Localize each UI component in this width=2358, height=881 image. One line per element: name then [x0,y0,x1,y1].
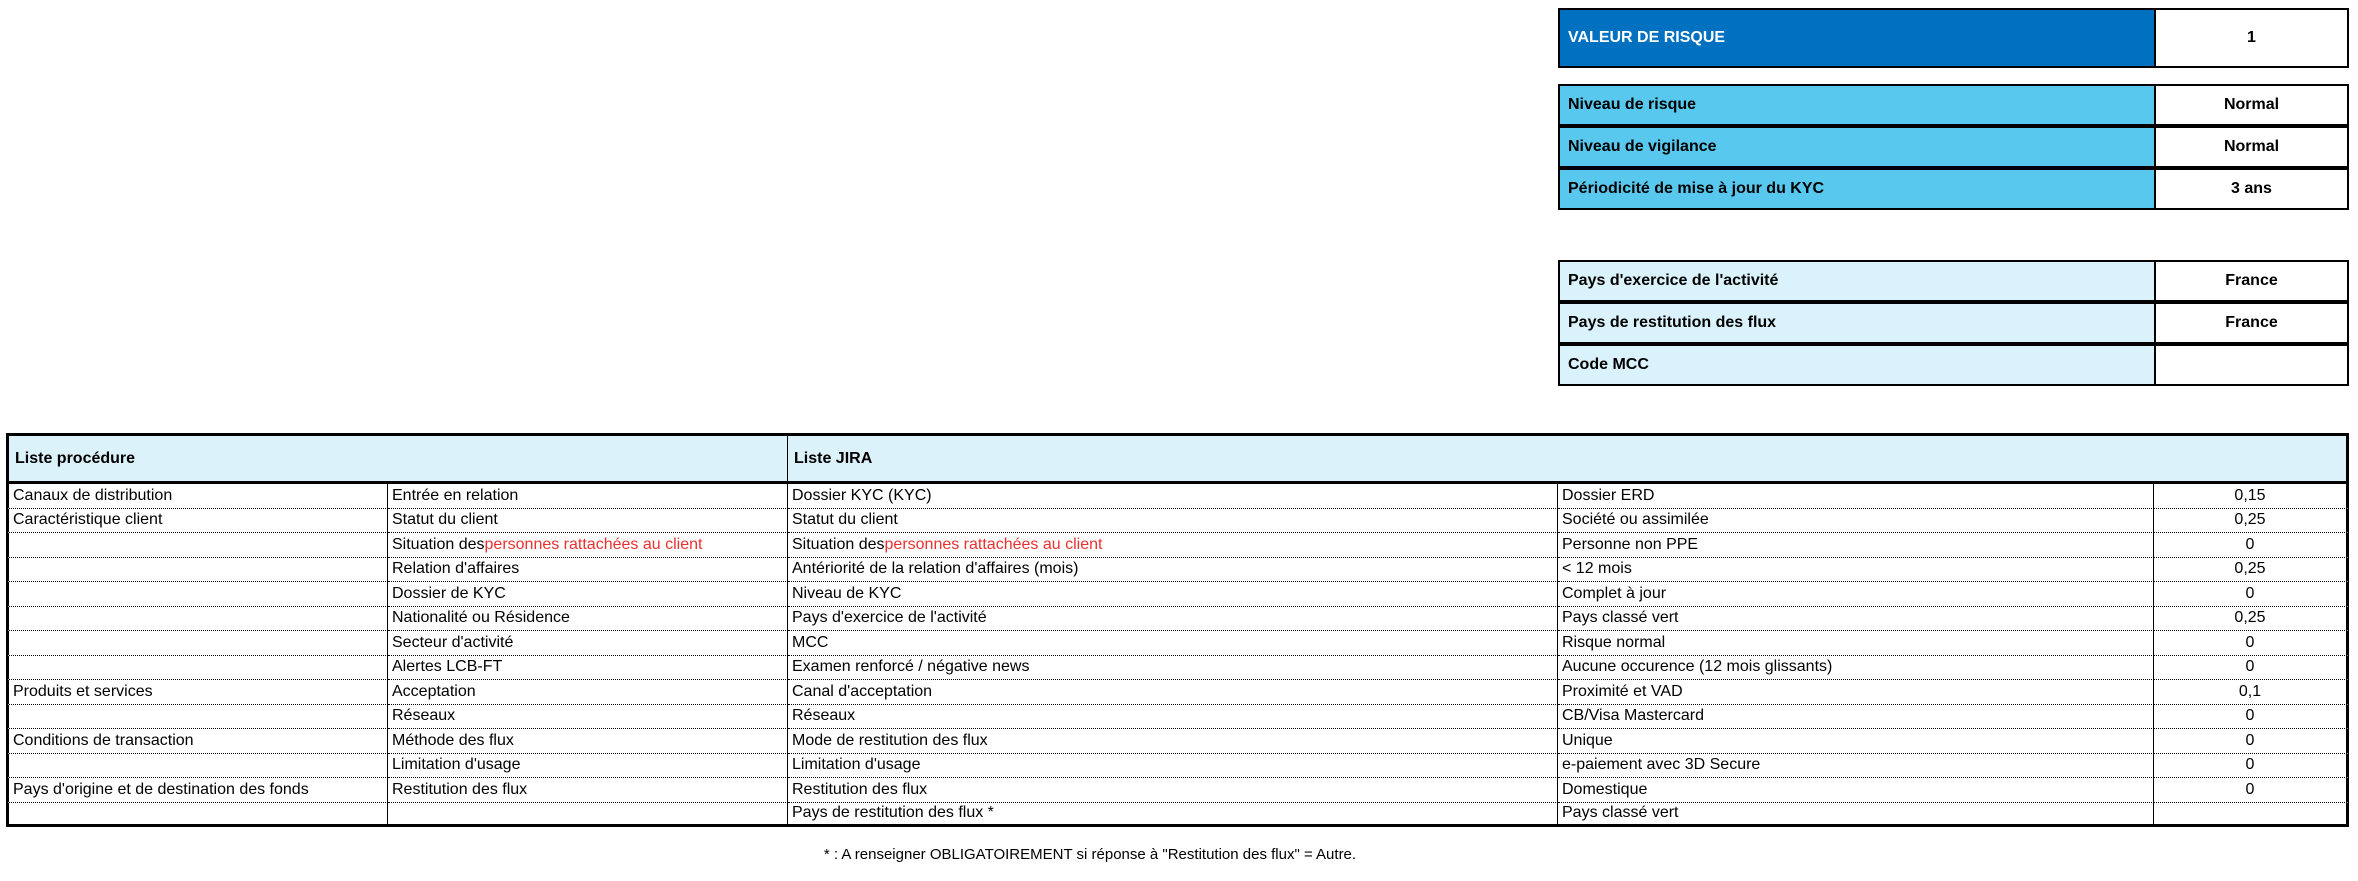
table-cell: CB/Visa Mastercard [1558,704,2154,729]
summary-value: Normal [2154,126,2349,168]
table-cell: Pays d'origine et de destination des fon… [6,778,388,803]
table-cell: Relation d'affaires [388,557,788,582]
table-cell: Proximité et VAD [1558,680,2154,705]
table-cell: Conditions de transaction [6,729,388,754]
table-cell: Réseaux [788,704,1558,729]
table-cell: Pays classé vert [1558,606,2154,631]
table-cell: Canal d'acceptation [788,680,1558,705]
table-cell: 0,15 [2154,484,2349,509]
table-header: Liste procédure [6,433,788,484]
table-cell: Dossier de KYC [388,582,788,607]
table-cell: 0 [2154,533,2349,558]
table-cell: Réseaux [388,704,788,729]
table-cell: Situation des personnes rattachées au cl… [388,533,788,558]
table-cell: Aucune occurence (12 mois glissants) [1558,655,2154,680]
table-cell: 0 [2154,582,2349,607]
text-part: Situation des [392,535,485,553]
table-cell: 0,25 [2154,606,2349,631]
summary-value: France [2154,302,2349,344]
table-cell: Examen renforcé / négative news [788,655,1558,680]
text-part: Situation des [792,535,885,553]
summary-label: Périodicité de mise à jour du KYC [1558,168,2154,210]
summary-label: Niveau de vigilance [1558,126,2154,168]
summary-value: Normal [2154,84,2349,126]
table-cell: Pays de restitution des flux * [788,802,1558,827]
table-cell: Produits et services [6,680,388,705]
table-cell: 0 [2154,704,2349,729]
table-cell: Niveau de KYC [788,582,1558,607]
table-cell: 0 [2154,631,2349,656]
summary-value: 3 ans [2154,168,2349,210]
table-cell: Situation des personnes rattachées au cl… [788,533,1558,558]
summary-label: Niveau de risque [1558,84,2154,126]
table-cell: Restitution des flux [388,778,788,803]
table-cell: Personne non PPE [1558,533,2154,558]
table-cell [6,631,388,656]
table-cell: Complet à jour [1558,582,2154,607]
table-cell [6,582,388,607]
table-cell: Statut du client [788,508,1558,533]
table-cell [6,802,388,827]
table-cell: Limitation d'usage [388,753,788,778]
table-cell: Caractéristique client [6,508,388,533]
table-cell: Méthode des flux [388,729,788,754]
table-cell: Alertes LCB-FT [388,655,788,680]
table-cell: Mode de restitution des flux [788,729,1558,754]
table-cell: Secteur d'activité [388,631,788,656]
table-cell: Acceptation [388,680,788,705]
table-cell: Statut du client [388,508,788,533]
table-cell: 0,1 [2154,680,2349,705]
table-cell: Dossier KYC (KYC) [788,484,1558,509]
summary-value [2154,344,2349,386]
summary-label: VALEUR DE RISQUE [1558,8,2154,68]
table-cell: 0 [2154,655,2349,680]
table-cell: Pays classé vert [1558,802,2154,827]
summary-value: 1 [2154,8,2349,68]
table-cell: Dossier ERD [1558,484,2154,509]
table-cell: e-paiement avec 3D Secure [1558,753,2154,778]
table-cell: 0 [2154,753,2349,778]
table-cell [6,655,388,680]
table-cell: Risque normal [1558,631,2154,656]
table-header: Liste JIRA [788,433,2349,484]
table-cell: Nationalité ou Résidence [388,606,788,631]
table-cell: 0 [2154,778,2349,803]
table-cell: Limitation d'usage [788,753,1558,778]
table-cell: Société ou assimilée [1558,508,2154,533]
table-cell: Domestique [1558,778,2154,803]
table-cell: Canaux de distribution [6,484,388,509]
table-cell [6,753,388,778]
footnote: * : A renseigner OBLIGATOIREMENT si répo… [823,845,1357,863]
table-cell [6,704,388,729]
text-part: personnes rattachées au client [884,535,1103,553]
summary-value: France [2154,260,2349,302]
table-cell: Unique [1558,729,2154,754]
table-cell: 0,25 [2154,508,2349,533]
table-cell [6,606,388,631]
table-cell: Pays d'exercice de l'activité [788,606,1558,631]
summary-label: Pays d'exercice de l'activité [1558,260,2154,302]
table-cell: Restitution des flux [788,778,1558,803]
table-cell [6,533,388,558]
table-cell: 0 [2154,729,2349,754]
summary-label: Pays de restitution des flux [1558,302,2154,344]
table-cell [388,802,788,827]
text-part: personnes rattachées au client [484,535,703,553]
table-cell [2154,802,2349,827]
table-cell: MCC [788,631,1558,656]
table-cell: < 12 mois [1558,557,2154,582]
table-cell: Entrée en relation [388,484,788,509]
table-cell: 0,25 [2154,557,2349,582]
table-cell [6,557,388,582]
table-cell: Antériorité de la relation d'affaires (m… [788,557,1558,582]
summary-label: Code MCC [1558,344,2154,386]
